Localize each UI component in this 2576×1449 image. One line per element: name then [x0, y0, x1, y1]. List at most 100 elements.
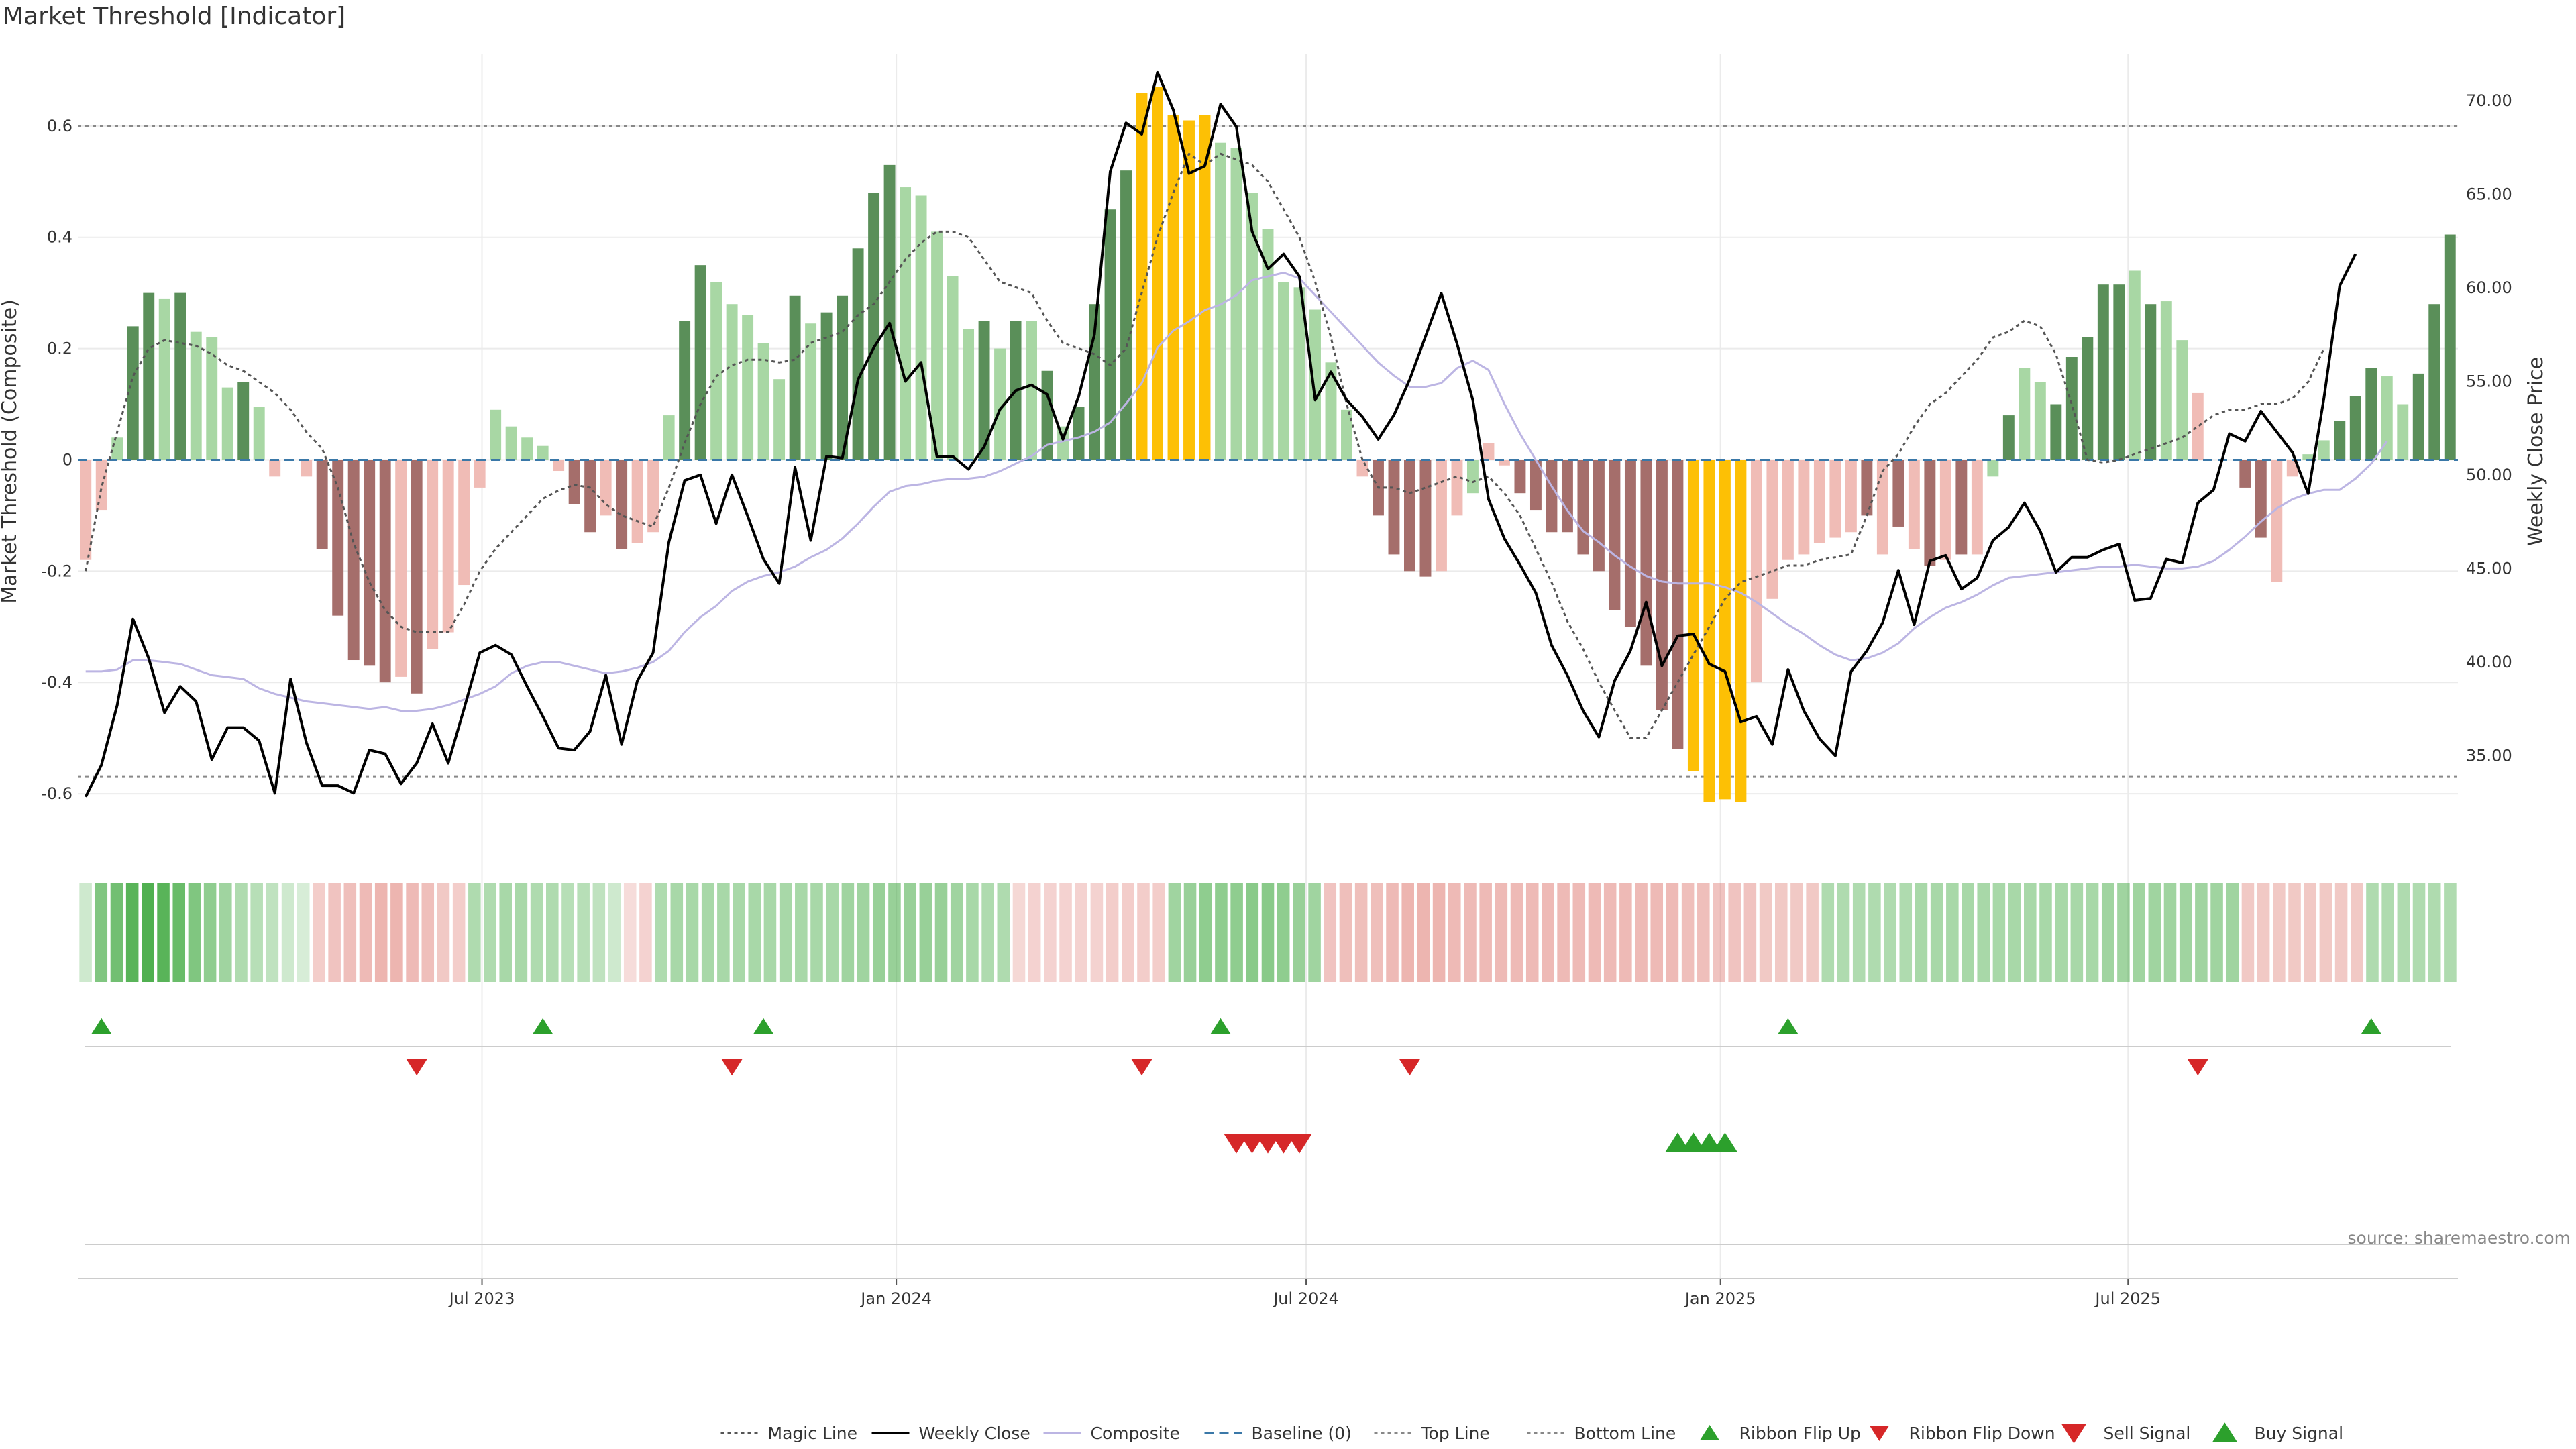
histogram-bar — [427, 460, 439, 649]
histogram-bar — [679, 321, 691, 460]
signal-markers — [91, 1018, 2382, 1154]
histogram-bar — [537, 445, 549, 460]
ribbon-cell — [2070, 883, 2084, 982]
ribbon-cell — [1572, 883, 1586, 982]
ribbon-cell — [157, 883, 170, 982]
histogram-bar — [1908, 460, 1920, 549]
legend[interactable]: Magic Line Weekly Close Composite Baseline … — [720, 1422, 2344, 1444]
histogram-bar — [805, 323, 817, 460]
histogram-bar — [1199, 115, 1211, 460]
histogram-bar — [2381, 376, 2393, 460]
ribbon-cell — [343, 883, 357, 982]
ribbon-flip-down-marker — [406, 1059, 427, 1076]
histogram-bar — [2065, 357, 2078, 460]
histogram-bar — [1073, 407, 1085, 460]
ribbon-cell — [2226, 883, 2239, 982]
ribbon-cell — [203, 883, 217, 982]
ribbon-cell — [1215, 883, 1228, 982]
ribbon-cell — [763, 883, 777, 982]
histogram-bar — [1876, 460, 1888, 555]
histogram-bar — [2050, 404, 2062, 460]
histogram-bar — [2444, 234, 2456, 460]
legend-label: Buy Signal — [2255, 1424, 2344, 1443]
ribbon-cell — [1168, 883, 1181, 982]
legend-label: Weekly Close — [919, 1424, 1030, 1443]
histogram-bar — [837, 295, 849, 460]
histogram-bar — [1829, 460, 1841, 538]
ribbon-cell — [904, 883, 916, 982]
ribbon-flip-down-marker — [1399, 1059, 1420, 1076]
legend-swatch — [1870, 1426, 1889, 1441]
ribbon-cell — [1713, 883, 1725, 982]
ribbon-cell — [2101, 883, 2114, 982]
legend-item[interactable]: Ribbon Flip Down — [1870, 1424, 2055, 1443]
histogram-bar — [1498, 460, 1510, 466]
histogram-bar — [1798, 460, 1810, 555]
histogram-bar — [1041, 370, 1053, 460]
ribbon-cell — [639, 883, 652, 982]
ribbon-cell — [1293, 883, 1305, 982]
ribbon-cell — [1681, 883, 1695, 982]
histogram-bar — [395, 460, 407, 677]
series-lines — [78, 70, 2458, 798]
ribbon-cell — [1557, 883, 1570, 982]
histogram-bar — [2271, 460, 2283, 582]
ribbon-cell — [1525, 883, 1539, 982]
ribbon-cell — [2350, 883, 2363, 982]
ribbon-cell — [452, 883, 466, 982]
histogram-bar — [1924, 460, 1936, 566]
ribbon-cell — [484, 883, 496, 982]
ribbon-flip-down-marker — [721, 1059, 743, 1076]
ribbon-cell — [1401, 883, 1414, 982]
ribbon-cell — [1044, 883, 1057, 982]
legend-item[interactable]: Sell Signal — [2061, 1424, 2190, 1444]
histogram-bar — [2097, 284, 2109, 460]
ribbon-cell — [1075, 883, 1088, 982]
ribbon-strip — [79, 883, 2457, 982]
histogram-bar — [1703, 460, 1715, 802]
ribbon-cell — [1868, 883, 1881, 982]
sell-signal-marker — [1224, 1134, 1249, 1154]
legend-item[interactable]: Ribbon Flip Up — [1700, 1424, 1861, 1443]
ribbon-cell — [2304, 883, 2316, 982]
ribbon-cell — [2024, 883, 2037, 982]
sell-signal-marker — [1271, 1134, 1296, 1154]
compositeseries — [85, 272, 2388, 712]
y-right-tick-label: 60.00 — [2466, 278, 2512, 297]
ribbon-cell — [2086, 883, 2099, 982]
ribbon-cell — [374, 883, 388, 982]
ribbon-cell — [79, 883, 92, 982]
histogram-bar — [568, 460, 580, 504]
legend-item[interactable]: Magic Line — [720, 1424, 858, 1443]
legend-item[interactable]: Weekly Close — [871, 1424, 1030, 1443]
histogram-bar — [1167, 115, 1179, 460]
y-right-tick-label: 50.00 — [2466, 466, 2512, 484]
ribbon-cell — [1542, 883, 1554, 982]
ribbon-cell — [1122, 883, 1134, 982]
ribbon-cell — [779, 883, 792, 982]
legend-item[interactable]: Baseline (0) — [1204, 1424, 1352, 1443]
ribbon-cell — [2133, 883, 2145, 982]
legend-item[interactable]: Buy Signal — [2212, 1422, 2343, 1443]
histogram-bar — [1136, 93, 1148, 460]
legend-item[interactable]: Top Line — [1374, 1424, 1490, 1443]
ribbon-cell — [934, 883, 948, 982]
histogram-bar — [1939, 460, 1951, 560]
histogram-bar — [773, 379, 786, 460]
legend-item[interactable]: Composite — [1043, 1424, 1180, 1443]
ribbon-cell — [1821, 883, 1835, 982]
legend-item[interactable]: Bottom Line — [1527, 1424, 1676, 1443]
ribbon-cell — [888, 883, 901, 982]
ribbon-cell — [250, 883, 263, 982]
ribbon-cell — [1479, 883, 1492, 982]
histogram-bar — [963, 329, 975, 460]
ribbon-cell — [1028, 883, 1041, 982]
ribbon-flip-down-marker — [1131, 1059, 1152, 1076]
histogram-bar — [647, 460, 659, 533]
histogram-bar — [663, 415, 675, 460]
ribbon-cell — [515, 883, 528, 982]
histogram-bar — [1309, 309, 1321, 460]
ribbon-cell — [810, 883, 823, 982]
histogram-bar — [1766, 460, 1778, 599]
page-title: Market Threshold [Indicator] — [3, 3, 346, 30]
